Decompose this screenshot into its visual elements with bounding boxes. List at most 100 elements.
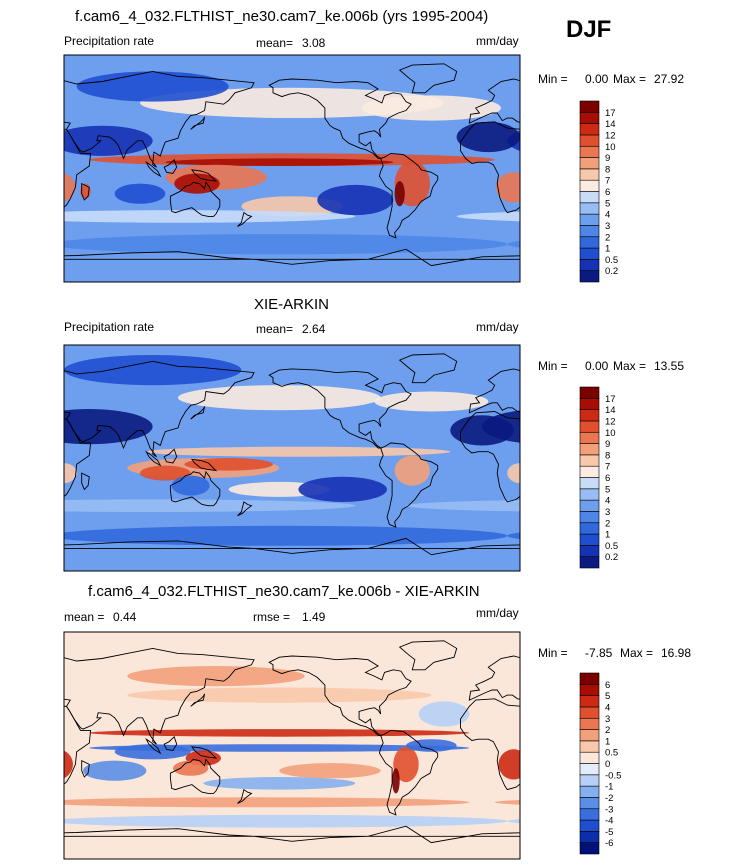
- colorbar-tick-label: -2: [605, 793, 613, 804]
- precip-contour-region: [498, 749, 520, 780]
- panel-3-mean-label: mean =: [64, 610, 105, 624]
- colorbar-swatch: [579, 763, 600, 776]
- coastline: [64, 360, 255, 458]
- coastline: [648, 170, 672, 181]
- coastline: [647, 407, 661, 420]
- precip-contour-region: [64, 814, 508, 828]
- panel-2-units: mm/day: [476, 320, 519, 334]
- colorbar-swatch: [579, 774, 600, 787]
- precip-contour-region: [174, 173, 220, 194]
- colorbar-tick-label: 10: [605, 428, 616, 439]
- colorbar-swatch: [579, 672, 600, 685]
- precip-contour-region: [203, 777, 356, 790]
- coastline: [145, 450, 162, 467]
- coastline: [64, 647, 255, 745]
- colorbar-tick-label: 10: [605, 142, 616, 153]
- colorbar-tick-label: 1: [605, 244, 610, 255]
- precip-contour-region: [64, 355, 242, 386]
- panel-2-max-value: 13.55: [654, 359, 685, 373]
- precip-contour-region: [361, 95, 501, 121]
- coastline: [398, 63, 458, 94]
- colorbar-tick-label: 7: [605, 462, 610, 473]
- coastline: [253, 537, 520, 556]
- precip-contour-region: [173, 760, 209, 776]
- colorbar-tick-label: -1: [605, 782, 613, 793]
- panel-3-frame: [63, 631, 521, 860]
- precip-contour-region: [374, 391, 489, 412]
- colorbar-tick-label: 2: [605, 725, 610, 736]
- precip-contour-region: [456, 121, 520, 153]
- colorbar-swatch: [579, 270, 600, 283]
- colorbar-swatch: [579, 533, 600, 546]
- panel-1-units: mm/day: [476, 34, 519, 48]
- coastline: [647, 117, 661, 130]
- panel-1-map: [64, 55, 672, 282]
- coastline: [460, 698, 520, 791]
- precip-contour-region: [406, 500, 520, 512]
- colorbar-swatch: [579, 511, 600, 524]
- precip-contour-region: [64, 750, 73, 779]
- panel-3-rmse-label: rmse =: [253, 610, 291, 624]
- panel-3-max-value: 16.98: [661, 646, 692, 660]
- panel-3-max-label: Max =: [620, 646, 654, 660]
- coastline: [237, 211, 253, 227]
- precip-contour-region: [76, 71, 229, 102]
- precip-contour-region: [165, 158, 394, 166]
- coastline: [190, 116, 206, 130]
- coastline: [190, 458, 218, 472]
- coastline: [237, 788, 253, 804]
- coastline: [81, 182, 90, 201]
- precip-contour-region: [456, 211, 520, 222]
- panel-2-map: [64, 345, 661, 571]
- precip-contour-region: [450, 415, 514, 446]
- colorbar-tick-label: -5: [605, 827, 613, 838]
- precip-contour-region: [83, 760, 147, 781]
- precip-contour-region: [406, 739, 457, 752]
- coastline: [648, 747, 672, 758]
- colorbar-tick-label: 5: [605, 198, 610, 209]
- colorbar-tick-label: 0.2: [605, 266, 618, 277]
- colorbar-tick-label: 5: [605, 691, 610, 702]
- colorbar-tick-label: 1: [605, 736, 610, 747]
- colorbar-tick-label: 14: [605, 119, 616, 130]
- colorbar-tick-label: 4: [605, 496, 610, 507]
- colorbar-swatch: [579, 225, 600, 238]
- coastline: [620, 160, 633, 174]
- colorbar-tick-label: 6: [605, 187, 610, 198]
- coastline: [145, 160, 162, 178]
- precip-contour-region: [298, 476, 388, 502]
- colorbar-swatch: [579, 202, 600, 215]
- coastline: [190, 746, 218, 759]
- coastline: [64, 540, 255, 549]
- coastline: [268, 655, 412, 736]
- colorbar-tick-label: 3: [605, 714, 610, 725]
- precip-contour-region: [146, 446, 451, 457]
- precip-contour-region: [392, 768, 400, 794]
- colorbar-tick-label: 3: [605, 221, 610, 232]
- colorbar-tick-label: 5: [605, 484, 610, 495]
- coastline: [0, 641, 1, 670]
- colorbar-tick-label: -4: [605, 816, 613, 827]
- panel-3-min-label: Min =: [538, 646, 568, 660]
- precip-contour-region: [507, 819, 520, 824]
- panel-1-max-label: Max =: [613, 72, 647, 86]
- panel-2-frame: [63, 344, 521, 572]
- coastline: [81, 759, 90, 778]
- panel-1-max-value: 27.92: [654, 72, 685, 86]
- precip-contour-region: [64, 173, 76, 202]
- coastline: [64, 251, 255, 260]
- panel-1-mean-label: mean=: [256, 36, 294, 50]
- colorbar-tick-label: 1: [605, 530, 610, 541]
- coastline: [538, 184, 546, 200]
- colorbar-tick-label: 0.5: [605, 541, 618, 552]
- colorbar-swatch: [579, 684, 600, 696]
- colorbar-swatch: [579, 145, 600, 158]
- colorbar-swatch: [579, 134, 600, 147]
- coastline: [64, 70, 255, 168]
- colorbar-swatch: [579, 123, 600, 136]
- panel-1-variable-label: Precipitation rate: [64, 34, 155, 48]
- colorbar-swatch: [579, 443, 600, 456]
- precip-contour-region: [177, 385, 381, 411]
